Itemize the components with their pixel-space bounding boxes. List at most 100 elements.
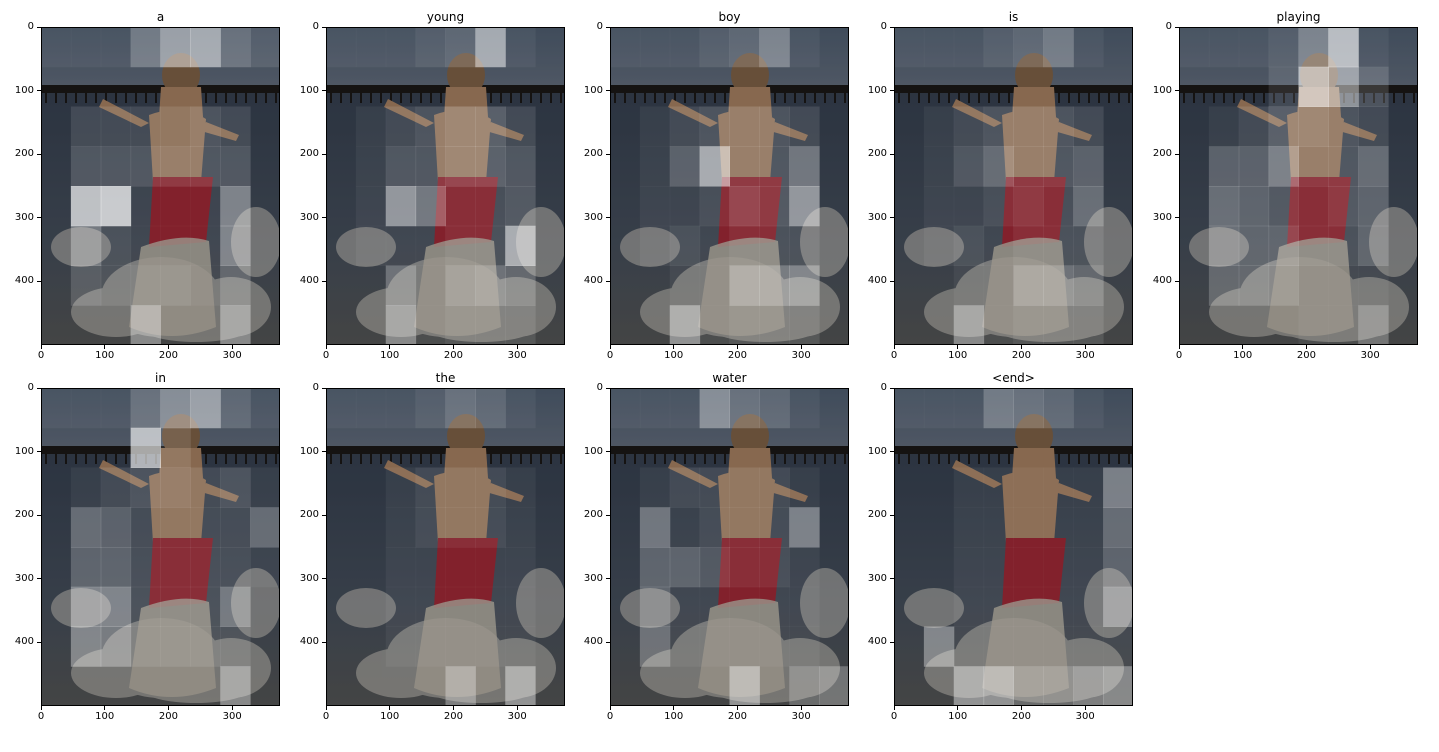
x-tick-label: 200 (1011, 350, 1031, 361)
pier-post (614, 93, 616, 103)
right-arm (770, 122, 808, 141)
attention-cell (729, 547, 760, 588)
y-tick (37, 26, 41, 28)
pier-post (520, 93, 522, 103)
attention-cell (160, 547, 191, 588)
pier-post (988, 93, 990, 103)
attention-cell (160, 507, 191, 548)
sky (41, 27, 280, 89)
attention-cell (1268, 265, 1299, 306)
pier-post (634, 454, 636, 464)
attention-cell (220, 106, 251, 147)
attention-cell (1238, 27, 1270, 68)
attention-cell (415, 186, 446, 227)
torso (149, 109, 206, 182)
panel-2: boy 0 100 200 300 0 100 200 300 400 (584, 9, 849, 375)
y-tick-label: 200 (14, 509, 34, 521)
y-tick (37, 387, 41, 389)
attention-cell (699, 507, 730, 548)
y-tick-label: 400 (14, 275, 34, 287)
pier-post (674, 454, 676, 464)
pier-post (1118, 93, 1120, 103)
pier-post (1058, 93, 1060, 103)
foam-patch (904, 588, 964, 628)
attention-cell (70, 467, 102, 508)
plot-area (610, 388, 849, 706)
attention-cell (160, 186, 191, 227)
x-tick (957, 345, 959, 349)
attention-cell (1238, 265, 1270, 306)
attention-cell (475, 507, 506, 548)
attention-cell (699, 27, 730, 68)
pier-post (844, 93, 846, 103)
attention-cell (160, 27, 191, 68)
foam-patch (800, 207, 849, 277)
attention-cell (160, 427, 191, 468)
x-tick (389, 706, 391, 710)
pier-post (215, 454, 217, 464)
y-tick-label: 300 (867, 572, 887, 584)
torso (718, 470, 775, 543)
sky (610, 27, 849, 89)
x-tick-label: 0 (322, 350, 330, 361)
x-tick (516, 345, 518, 349)
pier-post (1098, 454, 1100, 464)
x-tick-label: 200 (158, 711, 178, 722)
attention-cell (983, 106, 1014, 147)
pier-post (45, 454, 47, 464)
attention-cell (1013, 27, 1044, 68)
x-tick (736, 706, 738, 710)
attention-cell (130, 586, 161, 627)
plot-area (1179, 27, 1418, 345)
attention-cell (669, 547, 701, 588)
right-arm (1054, 122, 1092, 141)
pier-post (235, 93, 237, 103)
pier-post (644, 93, 646, 103)
attention-cell (130, 547, 161, 588)
y-tick (890, 153, 894, 155)
attention-cell (1208, 106, 1240, 147)
attention-cell (415, 27, 446, 68)
pier-post (824, 93, 826, 103)
left-arm (1237, 99, 1287, 127)
attention-cell (505, 186, 536, 227)
attention-cell (475, 547, 506, 588)
attention-cell (983, 305, 1014, 345)
y-tick-label: 100 (1152, 84, 1172, 96)
pier-post (824, 454, 826, 464)
attention-cell (1238, 106, 1270, 147)
attention-cell (250, 388, 280, 429)
attention-cell (953, 547, 985, 588)
boy (952, 414, 1092, 697)
x-tick (957, 706, 959, 710)
attention-cell (385, 507, 417, 548)
y-tick-label: 100 (299, 445, 319, 457)
mask-base (326, 388, 565, 706)
attention-cell (1328, 66, 1359, 107)
attention-cell (1208, 265, 1240, 306)
head (731, 414, 769, 458)
y-tick-label: 0 (312, 382, 319, 393)
attention-cell (1328, 225, 1359, 266)
pier-post (1263, 93, 1265, 103)
pier-post (265, 93, 267, 103)
y-tick-label: 0 (27, 21, 34, 32)
attention-cell (669, 467, 701, 508)
attention-cell (759, 507, 790, 548)
pier-post (774, 454, 776, 464)
attention-cell (1298, 146, 1329, 187)
attention-cell (1073, 186, 1104, 227)
attention-image (41, 388, 280, 706)
attention-cell (130, 467, 161, 508)
attention-cell (1103, 626, 1133, 667)
panel-title: a (156, 10, 165, 24)
attention-cell (1043, 467, 1074, 508)
sky (894, 27, 1133, 89)
attention-image (1179, 27, 1418, 345)
x-tick (40, 706, 42, 710)
attention-cell (100, 225, 132, 266)
attention-cell (729, 666, 760, 706)
attention-cell (70, 388, 102, 429)
attention-cell (130, 146, 161, 187)
